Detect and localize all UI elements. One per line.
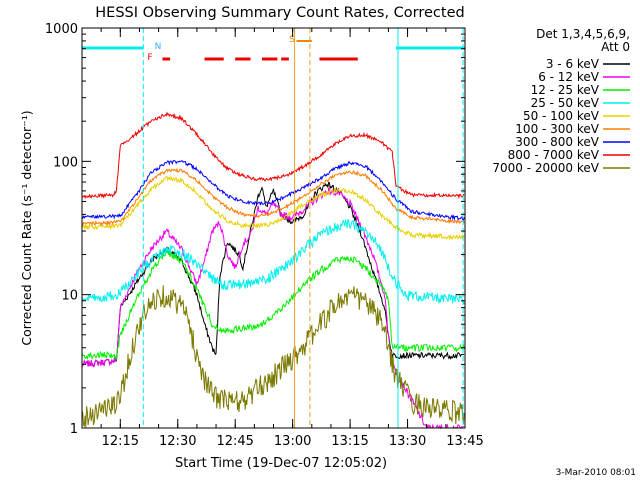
- legend-label: 100 - 300 keV: [515, 122, 599, 136]
- x-tick-label: 13:45: [446, 434, 483, 449]
- plot-frame: [81, 27, 466, 429]
- x-tick-label: 12:15: [102, 434, 139, 449]
- series-line: [81, 285, 465, 428]
- legend-header-attenuator: Att 0: [601, 40, 630, 54]
- x-tick-label: 13:30: [389, 434, 426, 449]
- legend-label: 50 - 100 keV: [523, 109, 600, 123]
- legend-label: 300 - 800 keV: [515, 135, 599, 149]
- legend-label: 12 - 25 keV: [531, 83, 600, 97]
- y-tick-label: 100: [53, 155, 78, 170]
- x-tick-label: 12:30: [159, 434, 196, 449]
- legend-label: 3 - 6 keV: [546, 57, 600, 71]
- legend-label: 800 - 7000 keV: [508, 148, 600, 162]
- legend-header-detectors: Det 1,3,4,5,6,9,: [536, 27, 630, 41]
- series-line: [81, 218, 465, 305]
- marker-f: F: [147, 53, 152, 63]
- x-tick-label: 13:15: [331, 434, 368, 449]
- series-line: [81, 176, 465, 241]
- x-tick-label: 13:00: [274, 434, 311, 449]
- footer-date: 3-Mar-2010 08:01: [556, 468, 636, 478]
- y-tick-label: 1000: [45, 22, 78, 37]
- legend-label: 6 - 12 keV: [538, 70, 600, 84]
- y-axis-label: Corrected Count Rate (s⁻¹ detector⁻¹): [19, 110, 34, 345]
- y-tick-label: 1: [70, 422, 78, 437]
- legend-label: 7000 - 20000 keV: [492, 161, 599, 175]
- y-tick-label: 10: [61, 289, 78, 304]
- marker-n: N: [155, 42, 162, 52]
- x-tick-label: 12:45: [216, 434, 253, 449]
- legend-label: 25 - 50 keV: [531, 96, 600, 110]
- marker-s: S: [289, 35, 295, 45]
- series-line: [81, 160, 465, 222]
- series-line: [81, 248, 465, 361]
- x-axis-label: Start Time (19-Dec-07 12:05:02): [175, 456, 387, 471]
- series-line: [81, 167, 465, 228]
- series-line: [82, 111, 465, 200]
- chart-title: HESSI Observing Summary Count Rates, Cor…: [95, 5, 464, 21]
